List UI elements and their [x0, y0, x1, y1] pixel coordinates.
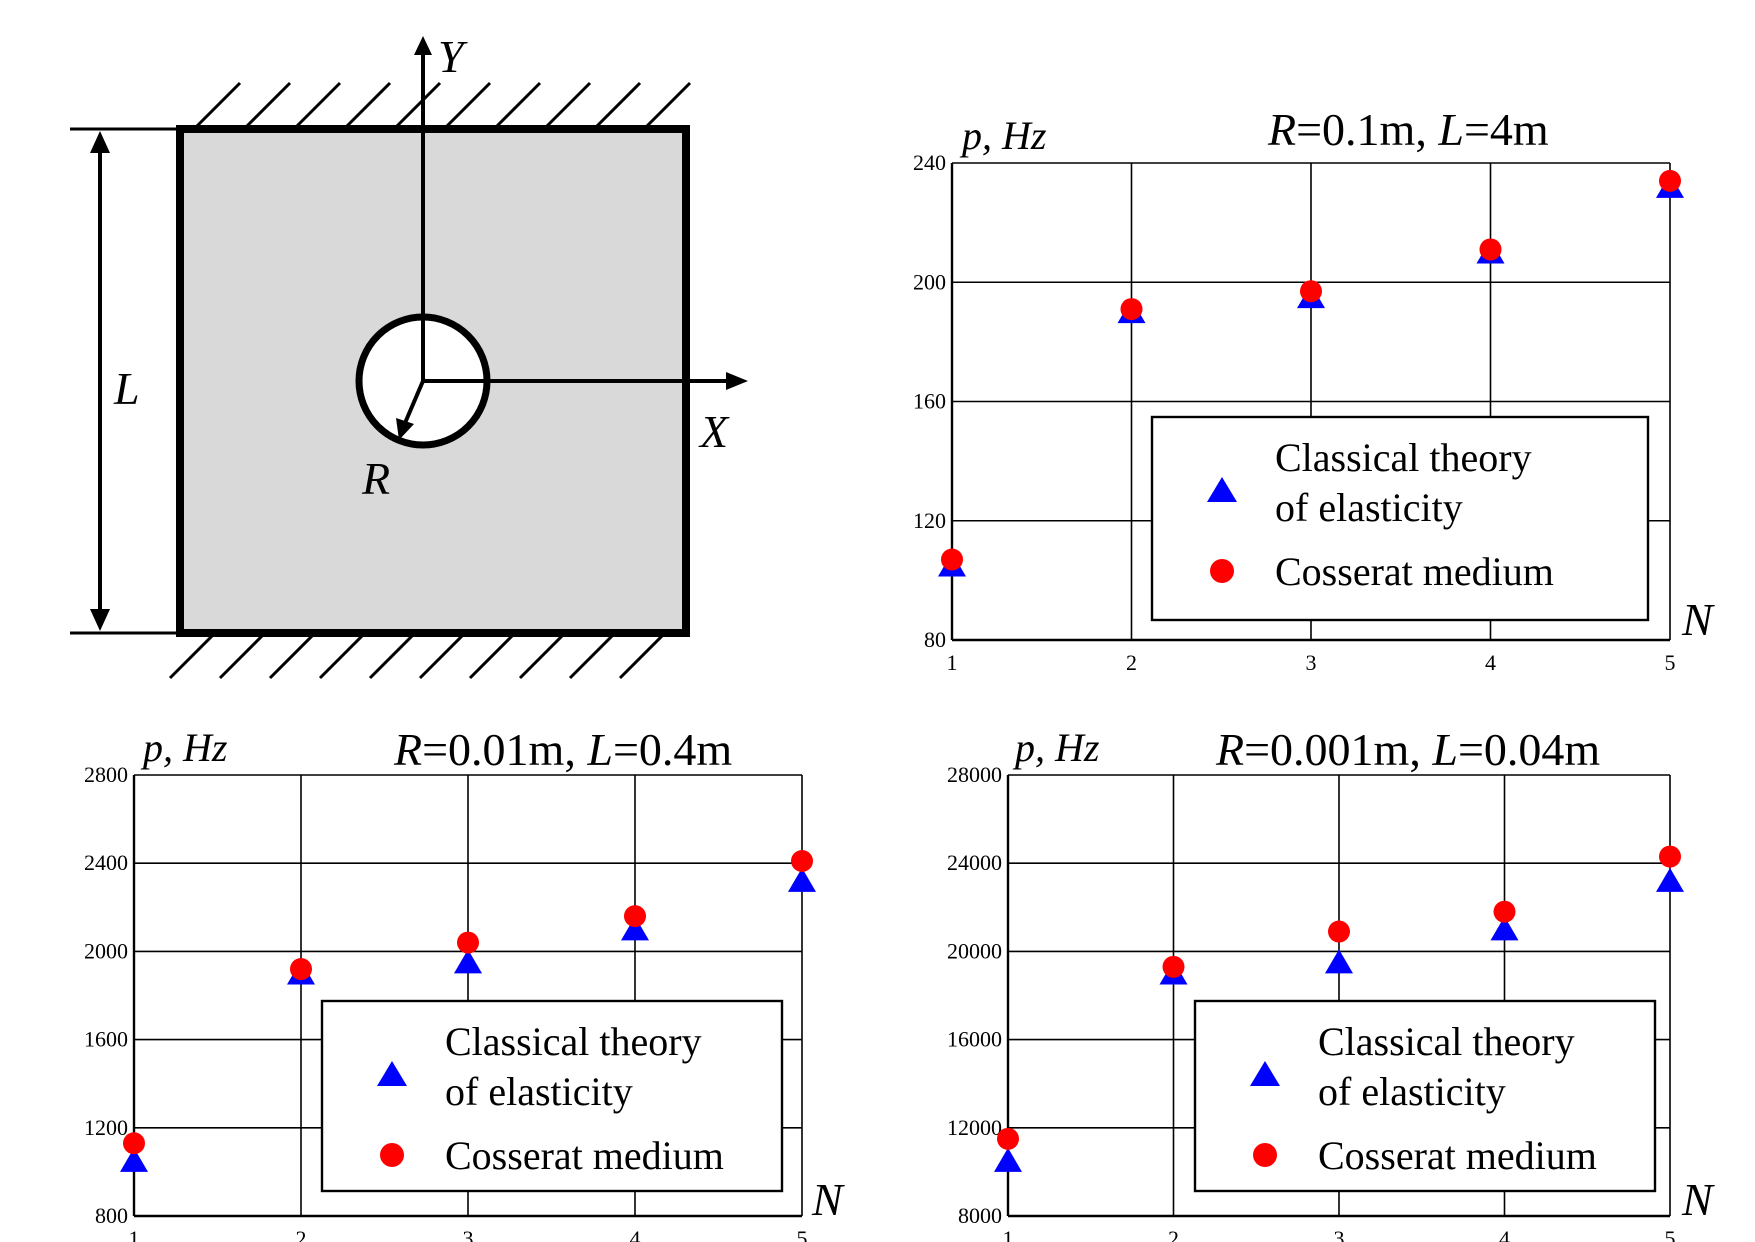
radius-arrowhead [396, 418, 414, 440]
cosserat-data-point [1659, 169, 1681, 192]
legend-label-classical-line2: of elasticity [1318, 1069, 1506, 1114]
y-axis-arrowhead [414, 36, 432, 55]
top-clamp-hatching [193, 81, 692, 130]
x-tick-label: 2 [1126, 650, 1137, 675]
x-tick-label: 5 [1665, 1226, 1676, 1242]
cosserat-data-point [791, 849, 813, 872]
legend-triangle-marker [1207, 477, 1237, 502]
x-tick-label: 3 [463, 1226, 474, 1242]
cosserat-data-point [1659, 845, 1681, 868]
cosserat-data-point [997, 1127, 1019, 1150]
y-tick-label: 1200 [84, 1115, 128, 1140]
classical-data-point [1490, 916, 1519, 941]
x-tick-label: 1 [129, 1226, 140, 1242]
chart-bottom-right: 8000 12000 16000 20000 24000 28000 1 2 3 4 5 p, Hz N… [947, 724, 1715, 1242]
y-axis-label: p, Hz [140, 725, 228, 770]
y-tick-label: 28000 [947, 762, 1002, 787]
legend-label-cosserat: Cosserat medium [1318, 1133, 1597, 1178]
x-tick-label: 3 [1306, 650, 1317, 675]
legend-label-classical-line1: Classical theory [1275, 435, 1532, 480]
x-tick-label: 4 [1485, 650, 1496, 675]
y-axis-label: p, Hz [1012, 725, 1100, 770]
y-tick-label: 24000 [947, 850, 1002, 875]
x-axis-label: N [1681, 1174, 1715, 1225]
cosserat-data-point [123, 1132, 145, 1155]
classical-data-point [120, 1147, 148, 1172]
cosserat-data-point [1479, 238, 1502, 261]
y-tick-label: 2400 [84, 850, 128, 875]
classical-data-point [1325, 949, 1353, 974]
plate-diagram: L Y X R [70, 31, 748, 680]
y-axis-label: Y [438, 31, 468, 82]
y-axis-label: p, Hz [959, 113, 1047, 158]
bottom-clamp-hatching [168, 631, 667, 680]
x-tick-label: 2 [296, 1226, 307, 1242]
chart-top-right: 80 120 160 200 240 1 2 3 4 5 p, Hz N R=0.1m, L=4m Cla… [913, 104, 1715, 675]
x-axis-label: X [698, 406, 730, 457]
x-tick-label: 2 [1168, 1226, 1179, 1242]
cosserat-data-point [290, 958, 312, 981]
chart-title: R=0.1m, L=4m [1267, 104, 1549, 155]
x-axis-label: N [1681, 594, 1715, 645]
classical-data-point [788, 867, 816, 892]
chart-title: R=0.001m, L=0.04m [1215, 724, 1600, 775]
legend-label-cosserat: Cosserat medium [1275, 549, 1554, 594]
x-tick-label: 1 [1003, 1226, 1014, 1242]
legend-circle-marker [380, 1143, 404, 1167]
cosserat-data-point [457, 931, 479, 954]
classical-data-point [621, 916, 649, 941]
radius-line [403, 380, 425, 424]
y-tick-label: 20000 [947, 938, 1002, 963]
classical-data-point [994, 1147, 1022, 1172]
x-tick-label: 3 [1334, 1226, 1345, 1242]
classical-data-point [454, 949, 482, 974]
legend-circle-marker [1253, 1143, 1277, 1167]
y-tick-label: 2000 [84, 938, 128, 963]
cosserat-data-point [1300, 280, 1322, 303]
x-tick-label: 5 [797, 1226, 808, 1242]
y-tick-label: 16000 [947, 1027, 1002, 1052]
cosserat-data-point [1493, 900, 1516, 923]
x-tick-label: 1 [947, 650, 958, 675]
y-tick-label: 240 [913, 150, 946, 175]
cosserat-data-point [1162, 955, 1185, 978]
chart-title: R=0.01m, L=0.4m [393, 724, 732, 775]
x-tick-label: 4 [630, 1226, 641, 1242]
cosserat-data-point [1120, 298, 1143, 321]
classical-data-point [1656, 867, 1684, 892]
y-tick-label: 160 [913, 389, 946, 414]
x-axis-label: N [811, 1174, 845, 1225]
y-tick-label: 80 [924, 627, 946, 652]
legend-label-cosserat: Cosserat medium [445, 1133, 724, 1178]
legend-label-classical-line1: Classical theory [1318, 1019, 1575, 1064]
y-tick-label: 1600 [84, 1027, 128, 1052]
legend-label-classical-line2: of elasticity [1275, 485, 1463, 530]
y-tick-label: 12000 [947, 1115, 1002, 1140]
x-tick-label: 5 [1665, 650, 1676, 675]
chart-bottom-left: 800 1200 1600 2000 2400 2800 1 2 3 4 5 p, Hz N R=0.01… [84, 724, 845, 1242]
y-tick-label: 200 [913, 269, 946, 294]
radius-label: R [361, 453, 390, 504]
y-tick-label: 800 [95, 1203, 128, 1228]
y-tick-label: 120 [913, 508, 946, 533]
legend-triangle-marker [377, 1061, 407, 1086]
legend-label-classical-line2: of elasticity [445, 1069, 633, 1114]
legend-circle-marker [1210, 559, 1234, 583]
legend-box [1150, 415, 1650, 622]
length-label: L [113, 363, 140, 414]
cosserat-data-point [624, 905, 646, 928]
legend-label-classical-line1: Classical theory [445, 1019, 702, 1064]
cosserat-data-point [941, 548, 963, 571]
y-tick-label: 2800 [84, 762, 128, 787]
x-tick-label: 4 [1499, 1226, 1510, 1242]
x-axis-arrowhead [726, 372, 748, 390]
dimension-arrow-bottom [90, 609, 110, 631]
legend-triangle-marker [1250, 1061, 1280, 1086]
y-tick-label: 8000 [958, 1203, 1002, 1228]
cosserat-data-point [1328, 920, 1350, 943]
dimension-arrow-top [90, 131, 110, 153]
